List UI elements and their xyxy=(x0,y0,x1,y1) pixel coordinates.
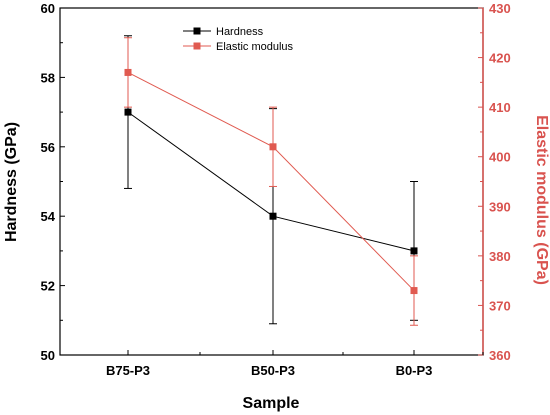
series-hardness xyxy=(124,35,418,325)
series-line xyxy=(127,111,415,252)
right-tick-label: 420 xyxy=(489,51,511,66)
plot-area-border xyxy=(59,7,484,356)
left-axis-ticks: 50 52 54 56 58 60 xyxy=(41,1,65,363)
legend-hardness-marker xyxy=(193,27,201,35)
x-tick-label: B75-P3 xyxy=(106,363,150,378)
right-tick-label: 380 xyxy=(489,249,511,264)
series-group xyxy=(124,35,418,326)
left-tick-label: 52 xyxy=(41,279,55,294)
data-point xyxy=(124,68,132,76)
data-point xyxy=(124,108,132,116)
series-elastic-modulus xyxy=(124,37,418,326)
legend-modulus-marker xyxy=(193,42,201,50)
left-tick-label: 58 xyxy=(41,70,55,85)
right-tick-label: 430 xyxy=(489,1,511,16)
data-point xyxy=(410,247,418,255)
x-axis-ticks: B75-P3 B50-P3 B0-P3 xyxy=(59,350,484,378)
right-axis-title: Elastic modulus (GPa) xyxy=(533,115,550,285)
x-tick-label: B0-P3 xyxy=(396,363,433,378)
right-tick-label: 410 xyxy=(489,100,511,115)
legend-hardness-label: Hardness xyxy=(216,26,264,38)
legend-modulus-label: Elastic modulus xyxy=(216,41,294,53)
right-tick-label: 360 xyxy=(489,348,511,363)
right-tick-label: 400 xyxy=(489,150,511,165)
data-point xyxy=(269,212,277,220)
x-tick-label: B50-P3 xyxy=(251,363,295,378)
left-tick-label: 50 xyxy=(41,348,55,363)
right-axis-ticks: 360 370 380 390 400 410 420 430 xyxy=(478,1,511,363)
plot-frame xyxy=(59,7,484,356)
right-tick-label: 370 xyxy=(489,298,511,313)
left-tick-label: 56 xyxy=(41,140,55,155)
left-axis-title: Hardness (GPa) xyxy=(3,122,20,242)
data-point xyxy=(410,287,418,295)
series-line xyxy=(127,71,415,291)
legend: Hardness Elastic modulus xyxy=(183,26,294,53)
data-point xyxy=(269,143,277,151)
x-axis-title: Sample xyxy=(243,395,300,412)
right-tick-label: 390 xyxy=(489,199,511,214)
left-tick-label: 60 xyxy=(41,1,55,16)
left-tick-label: 54 xyxy=(41,209,56,224)
